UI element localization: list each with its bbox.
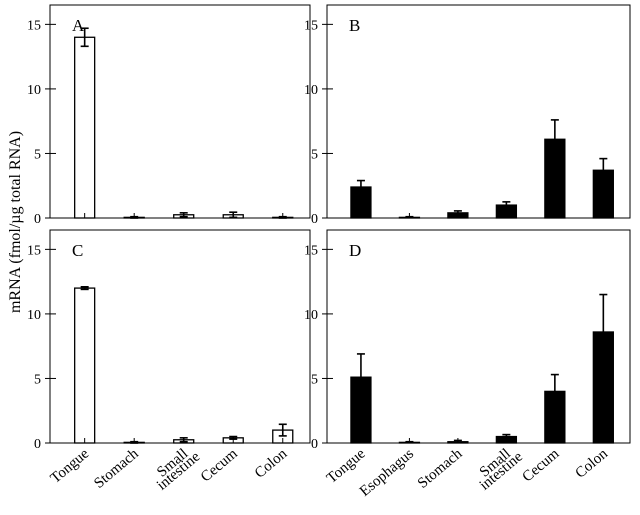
y-tick-label: 10 (304, 308, 318, 323)
x-tick-label: Stomach (91, 445, 142, 491)
y-axis-label: mRNA (fmol/µg total RNA) (7, 131, 24, 313)
x-tick-label: Tongue (324, 446, 369, 487)
y-tick-label: 5 (311, 147, 318, 162)
y-tick-label: 0 (34, 212, 41, 227)
panel-b: B 0 5 10 15 (304, 4, 631, 227)
y-tick-label: 10 (27, 308, 41, 323)
panel-label: B (349, 16, 360, 35)
panel-label: C (72, 241, 83, 260)
bar (544, 390, 566, 444)
y-tick-label: 15 (27, 18, 41, 33)
y-tick-label: 0 (34, 437, 41, 452)
plot-frame (326, 4, 631, 219)
bar (74, 287, 96, 444)
x-tick-label: Cecum (198, 446, 241, 486)
y-tick-label: 5 (311, 372, 318, 387)
panel-a: A 0 5 10 15 (27, 4, 311, 227)
x-tick-label: Colon (573, 445, 612, 481)
panel-label: A (72, 16, 85, 35)
bar (544, 138, 566, 219)
y-tick-label: 15 (304, 18, 318, 33)
y-tick-label: 5 (34, 147, 41, 162)
y-tick-label: 0 (311, 212, 318, 227)
x-tick-label: Tongue (48, 446, 93, 487)
y-tick-label: 0 (311, 437, 318, 452)
y-tick-label: 15 (304, 243, 318, 258)
bar (592, 169, 614, 219)
x-tick-label: Esophagus (357, 446, 417, 500)
y-tick-label: 5 (34, 372, 41, 387)
x-tick-label: Cecum (520, 446, 563, 486)
bar (350, 376, 372, 444)
bar (74, 36, 96, 219)
bar (592, 331, 614, 444)
y-tick-label: 10 (304, 83, 318, 98)
x-tick-label: Stomach (415, 445, 466, 491)
y-tick-label: 15 (27, 243, 41, 258)
y-tick-label: 10 (27, 83, 41, 98)
plot-frame (326, 229, 631, 444)
panel-label: D (349, 241, 361, 260)
x-tick-label: Colon (252, 445, 291, 481)
